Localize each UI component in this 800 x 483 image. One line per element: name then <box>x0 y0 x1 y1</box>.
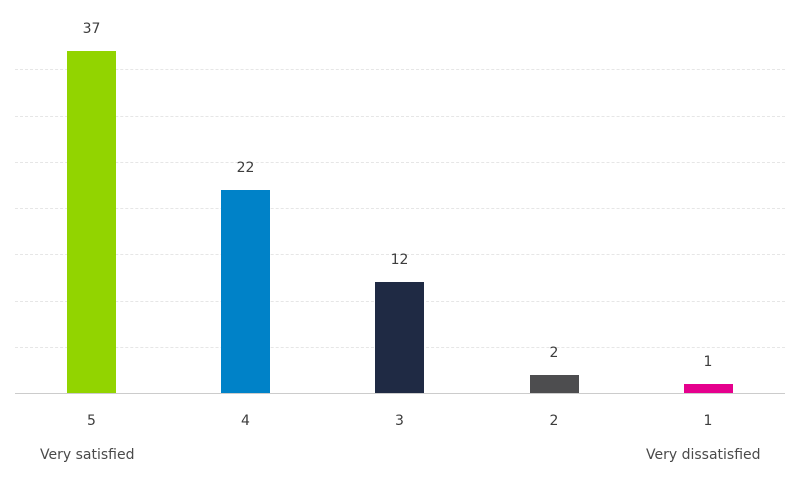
scale-label-right: Very dissatisfied <box>646 447 761 463</box>
gridline <box>15 69 785 71</box>
x-tick-label: 2 <box>549 413 559 429</box>
bar-value-label: 1 <box>703 353 713 370</box>
bar-5 <box>67 51 116 393</box>
gridline <box>15 208 785 210</box>
bar-value-label: 37 <box>82 21 101 37</box>
bar-value-label: 2 <box>549 344 559 361</box>
gridline <box>15 115 785 117</box>
bar-value-label: 12 <box>390 252 409 269</box>
bar-3 <box>375 282 424 393</box>
bar-1 <box>683 383 733 393</box>
bar-2 <box>529 374 579 393</box>
x-tick-label: 3 <box>395 413 404 429</box>
bar-value-label: 22 <box>236 159 255 176</box>
bar-4 <box>221 189 270 393</box>
x-tick-label: 1 <box>703 413 713 429</box>
x-tick-label: 5 <box>87 413 96 429</box>
scale-label-left: Very satisfied <box>40 447 135 463</box>
x-axis-line <box>15 393 785 394</box>
gridline <box>15 161 785 163</box>
gridline <box>15 254 785 256</box>
x-tick-label: 4 <box>241 413 250 429</box>
